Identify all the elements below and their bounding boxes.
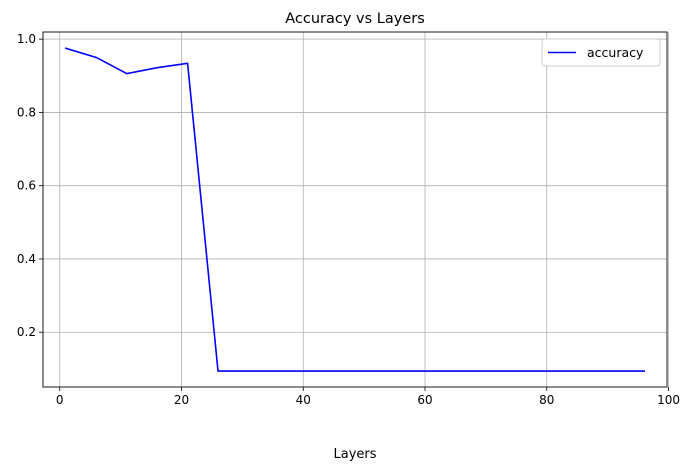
grid-lines [43, 32, 669, 387]
series-layer [64, 47, 645, 372]
y-tick-label: 0.4 [17, 252, 36, 266]
series-line-accuracy [64, 47, 645, 372]
x-axis-label: Layers [333, 447, 376, 462]
x-tick-label: 100 [657, 393, 680, 407]
legend-label: accuracy [587, 45, 644, 60]
chart-title: Accuracy vs Layers [285, 11, 425, 27]
y-tick-label: 0.6 [17, 179, 36, 193]
legend-box [541, 38, 661, 67]
y-tick-label: 1.0 [17, 32, 36, 46]
x-tick-label: 40 [296, 393, 311, 407]
plot-background [43, 32, 667, 387]
x-tick-label: 0 [56, 393, 64, 407]
legend: accuracy [541, 38, 661, 67]
y-tick-label: 0.2 [17, 325, 36, 339]
x-tick-label: 20 [174, 393, 189, 407]
y-ticks: 0.2 0.4 0.6 0.8 1.0 [17, 32, 43, 339]
y-tick-label: 0.8 [17, 105, 36, 119]
x-tick-label: 60 [417, 393, 432, 407]
plot-frame [42, 31, 668, 388]
x-tick-label: 80 [539, 393, 554, 407]
x-ticks: 0 20 40 60 80 100 [56, 387, 680, 407]
